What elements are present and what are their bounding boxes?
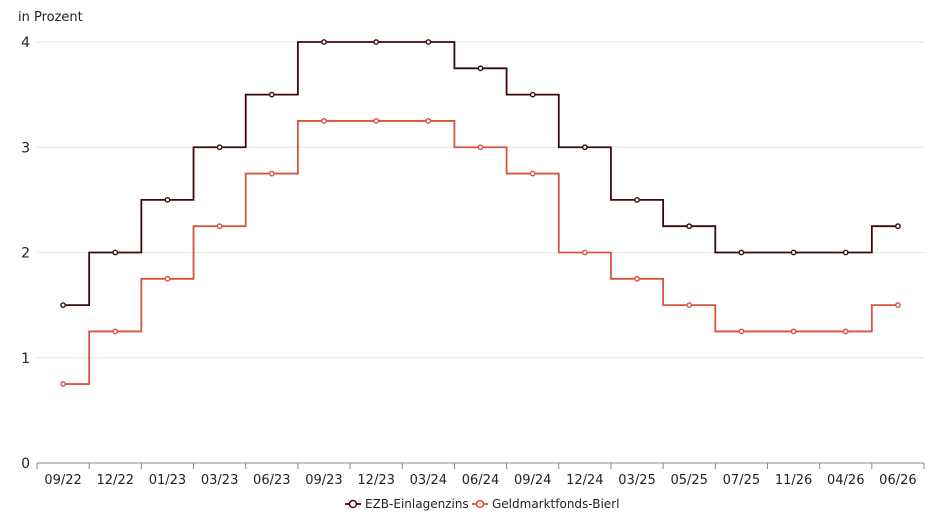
legend-item-2: Geldmarktfonds-Bierl [472, 497, 619, 511]
x-tick-label: 09/22 [44, 473, 81, 488]
legend: EZB-Einlagenzins Geldmarktfonds-Bierl [345, 497, 619, 511]
data-point [216, 223, 223, 230]
x-tick-label: 07/25 [723, 473, 760, 488]
x-tick-label: 03/24 [410, 473, 447, 488]
data-point [790, 328, 797, 335]
x-tick-label: 03/23 [201, 473, 238, 488]
data-point [268, 170, 275, 177]
series-line-1 [63, 41, 898, 307]
x-tick-label: 11/26 [775, 473, 812, 488]
data-point [60, 302, 66, 309]
y-tick-label: 2 [21, 246, 30, 262]
y-tick-label: 3 [21, 140, 30, 156]
y-axis: 0 1 2 3 4 [21, 35, 30, 472]
x-tick-label: 04/26 [827, 473, 864, 488]
data-point [425, 39, 432, 45]
data-point [425, 118, 432, 124]
data-point [164, 196, 171, 203]
data-point [477, 144, 484, 151]
y-tick-label: 0 [21, 456, 30, 472]
x-tick-label: 09/24 [514, 473, 551, 488]
legend-label: EZB-Einlagenzins [365, 497, 469, 511]
x-axis: 09/22 12/22 01/23 03/23 06/23 09/23 12/23 03/24… [36, 462, 925, 488]
data-point [686, 302, 693, 309]
data-point [529, 170, 536, 177]
data-point [268, 91, 275, 98]
x-tick-label: 09/23 [305, 473, 342, 488]
data-point [321, 118, 327, 124]
x-tick-label: 01/23 [149, 473, 186, 488]
data-point [738, 328, 745, 335]
data-point [60, 381, 66, 387]
y-tick-label: 1 [21, 351, 30, 367]
x-tick-label: 06/26 [879, 473, 916, 488]
data-point [686, 223, 693, 230]
x-tick-label: 06/23 [253, 473, 290, 488]
data-point [529, 91, 536, 98]
legend-swatch-marker [475, 499, 485, 509]
x-tick-label: 12/24 [566, 473, 603, 488]
data-point [216, 144, 223, 151]
data-point [321, 39, 327, 45]
data-point [373, 39, 380, 45]
x-tick-label: 12/23 [357, 473, 394, 488]
data-point [634, 275, 640, 282]
series-layer [60, 39, 901, 387]
y-tick-label: 4 [21, 35, 30, 51]
data-point [790, 249, 797, 256]
data-point [738, 249, 745, 256]
data-point [164, 275, 171, 282]
data-point [581, 249, 588, 256]
legend-label: Geldmarktfonds-Bierl [492, 497, 619, 511]
data-point [634, 196, 640, 203]
x-tick-label: 05/25 [670, 473, 707, 488]
data-point [842, 249, 849, 256]
unit-label: in Prozent [18, 10, 83, 25]
data-point [477, 65, 484, 72]
legend-swatch-marker [348, 499, 358, 509]
x-tick-label: 03/25 [618, 473, 655, 488]
legend-item-1: EZB-Einlagenzins [345, 497, 469, 511]
data-point [373, 118, 380, 124]
data-point [112, 328, 119, 335]
x-tick-label: 06/24 [462, 473, 499, 488]
data-point [112, 249, 119, 256]
data-point [842, 328, 849, 335]
data-point [581, 144, 588, 151]
data-point [895, 302, 901, 309]
data-point [895, 223, 901, 230]
x-tick-label: 12/22 [97, 473, 134, 488]
